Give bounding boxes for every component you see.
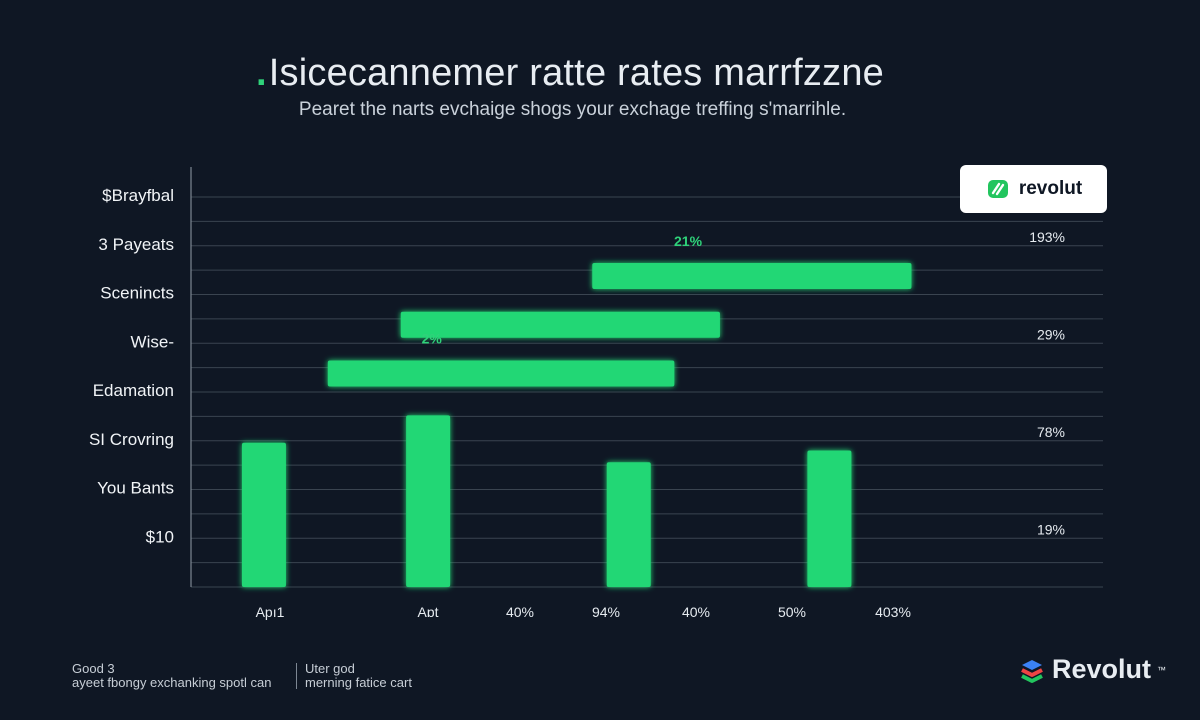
revolut-footer-mark: ™: [1157, 664, 1167, 675]
footer-right-line1: Uter god: [305, 661, 355, 676]
title-accent: .: [256, 52, 267, 94]
vertical-bar: [406, 415, 451, 587]
footer-left-line2: ayeet fbongy exchanking spotl can: [72, 675, 272, 690]
bar-value-label: 21%: [674, 233, 703, 249]
chart-subtitle: Pearet the narts evchaige shogs your exc…: [298, 99, 847, 120]
x-tick-label: 403%: [875, 604, 911, 620]
right-percent-label: 29%: [1037, 326, 1065, 342]
revolut-brand-card: revolut: [960, 165, 1107, 213]
horizontal-bar: [592, 262, 912, 289]
x-tick-label: 40%: [506, 604, 534, 620]
footer-note-left: Good 3 ayeet fbongy exchanking spotl can: [72, 662, 271, 690]
right-percent-label: 193%: [1029, 229, 1065, 245]
x-tick-label: Aɒt: [417, 604, 438, 620]
category-label: $10: [146, 527, 174, 546]
revolut-footer-logo: Revolut ™: [1018, 654, 1166, 685]
category-label: Scenincts: [100, 284, 174, 303]
category-label: 3 Payeats: [98, 235, 174, 254]
footer-left-line1: Good 3: [72, 661, 115, 676]
x-tick-label: 40%: [682, 604, 710, 620]
horizontal-bar: [400, 311, 720, 338]
category-label: You Bants: [97, 479, 174, 498]
right-percent-label: 19%: [1037, 521, 1065, 537]
revolut-logo-icon: [987, 180, 1008, 198]
x-tick-label: 94%: [592, 604, 620, 620]
category-label: Edamation: [93, 381, 174, 400]
x-tick-label: 50%: [778, 604, 806, 620]
x-tick-label: Apı1: [256, 604, 285, 620]
footer-divider: [296, 663, 297, 689]
vertical-bar: [807, 450, 852, 587]
footer-note-right: Uter god merning fatice cart: [305, 662, 412, 690]
category-label: SI Crovring: [89, 430, 174, 449]
category-label: Wise-: [131, 332, 174, 351]
chart-title: .Isicecannemer ratte rates marrfzzne: [0, 52, 1140, 95]
footer-right-line2: merning fatice cart: [305, 675, 412, 690]
revolut-card-label: revolut: [1018, 178, 1083, 199]
right-percent-label: 78%: [1037, 424, 1065, 440]
revolut-footer-label: Revolut: [1052, 654, 1152, 684]
title-text: Isicecannemer ratte rates marrfzzne: [268, 52, 884, 94]
bar-value-label: 2%: [422, 330, 443, 346]
vertical-bar: [241, 442, 286, 587]
horizontal-bar: [327, 360, 675, 387]
revolut-footer-logo-icon: [1021, 659, 1043, 683]
vertical-bar: [606, 462, 651, 587]
category-label: $Brayfbal: [102, 186, 174, 205]
